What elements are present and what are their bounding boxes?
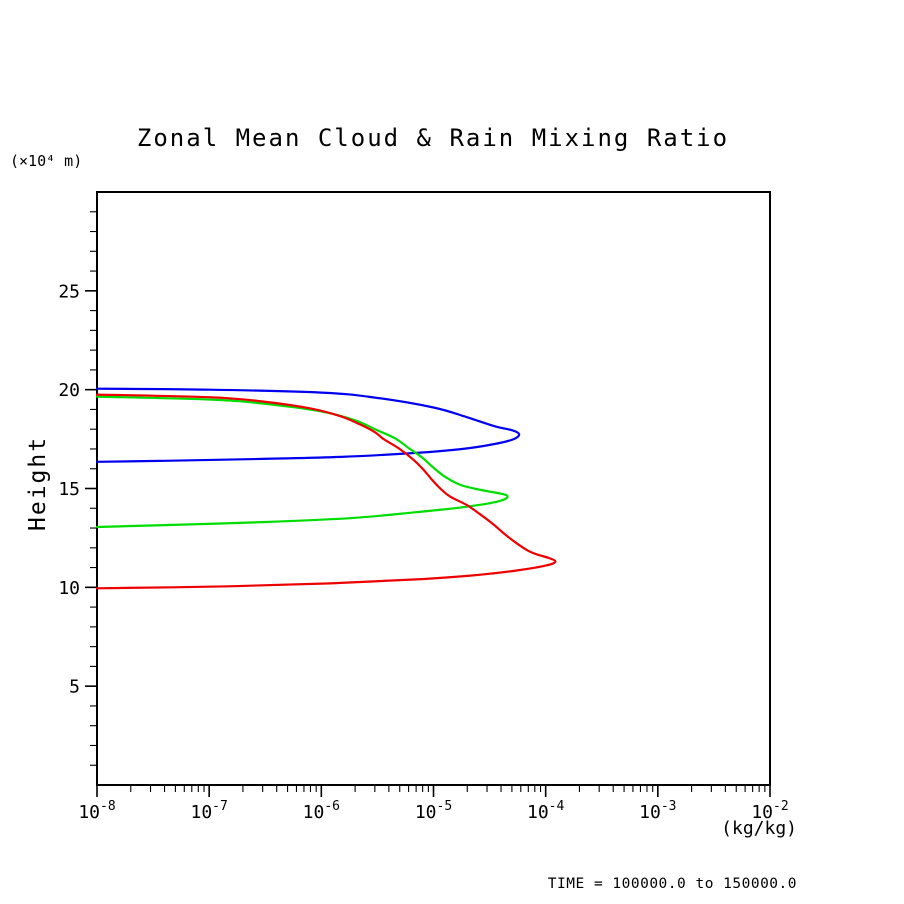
svg-text:10-6: 10-6	[303, 799, 340, 823]
svg-text:10-8: 10-8	[78, 799, 115, 823]
time-range-label: TIME = 100000.0 to 150000.0	[547, 876, 797, 892]
red-curve	[96, 393, 557, 590]
blue-curve	[96, 387, 521, 463]
svg-text:10-5: 10-5	[415, 799, 452, 823]
chart-title: Zonal Mean Cloud & Rain Mixing Ratio	[136, 124, 730, 152]
svg-text:20: 20	[58, 380, 80, 401]
svg-text:25: 25	[58, 281, 80, 302]
svg-text:10-4: 10-4	[527, 799, 565, 823]
svg-text:10-7: 10-7	[190, 799, 227, 823]
x-axis-unit-label: (kg/kg)	[721, 818, 797, 839]
svg-text:5: 5	[69, 677, 80, 698]
svg-text:10-3: 10-3	[639, 799, 676, 823]
svg-text:15: 15	[58, 479, 80, 500]
svg-text:10-2: 10-2	[751, 799, 788, 823]
y-axis-unit-label: (×10⁴ m)	[10, 152, 83, 170]
svg-text:10: 10	[58, 578, 80, 599]
